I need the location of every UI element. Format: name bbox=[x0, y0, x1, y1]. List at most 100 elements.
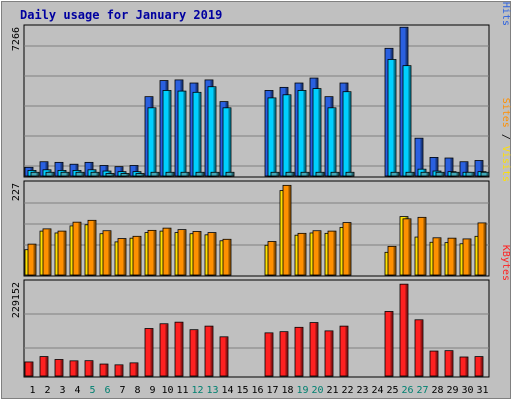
bar-kbytes-day-3 bbox=[54, 359, 64, 377]
bar-files-day-12 bbox=[192, 91, 202, 177]
panel-2: 227 Sites / Visits bbox=[11, 98, 511, 277]
bar-kbytes-day-19 bbox=[294, 326, 304, 377]
bar-sites-day-22 bbox=[342, 222, 352, 276]
bar-pages-day-4 bbox=[75, 171, 85, 177]
x-tick-label: 28 bbox=[431, 385, 443, 396]
bar-pages-day-22 bbox=[345, 171, 355, 177]
x-tick-label: 3 bbox=[59, 385, 65, 396]
bar-kbytes-day-18 bbox=[279, 331, 289, 377]
y-axis-legend: Pages / Files / Hits bbox=[500, 0, 511, 26]
x-tick-label: 10 bbox=[161, 385, 173, 396]
bar-pages-day-20 bbox=[315, 171, 325, 177]
bar-kbytes-day-22 bbox=[339, 325, 349, 377]
x-tick-label: 21 bbox=[326, 385, 338, 396]
legend-hits: Hits bbox=[500, 2, 511, 26]
x-tick-label: 19 bbox=[296, 385, 308, 396]
bar-sites-day-25 bbox=[387, 245, 397, 276]
legend-kbytes: KBytes bbox=[500, 245, 511, 281]
x-tick-label: 6 bbox=[104, 385, 110, 396]
bar-pages-day-30 bbox=[465, 171, 475, 177]
bar-files-day-11 bbox=[177, 90, 187, 177]
bar-files-day-10 bbox=[162, 90, 172, 177]
bar-pages-day-29 bbox=[450, 171, 460, 177]
legend-separator: / bbox=[500, 128, 511, 146]
bar-kbytes-day-9 bbox=[144, 328, 154, 377]
x-tick-label: 25 bbox=[386, 385, 398, 396]
plot-area bbox=[23, 279, 490, 378]
x-tick-label: 1 bbox=[29, 385, 35, 396]
bar-files-day-26 bbox=[402, 65, 412, 177]
bar-sites-day-12 bbox=[192, 231, 202, 276]
bar-sites-day-20 bbox=[312, 230, 322, 276]
bar-sites-day-2 bbox=[42, 228, 52, 276]
bar-sites-day-7 bbox=[117, 238, 127, 276]
bar-sites-day-27 bbox=[417, 216, 427, 276]
bar-kbytes-day-21 bbox=[324, 330, 334, 377]
x-tick-label: 7 bbox=[119, 385, 125, 396]
bar-sites-day-31 bbox=[477, 222, 487, 276]
bar-sites-day-3 bbox=[57, 230, 67, 276]
bar-files-day-19 bbox=[297, 90, 307, 177]
bar-pages-day-18 bbox=[285, 171, 295, 177]
bar-pages-day-10 bbox=[165, 171, 175, 177]
bar-pages-day-5 bbox=[90, 171, 100, 177]
bar-kbytes-day-27 bbox=[414, 319, 424, 377]
x-tick-label: 18 bbox=[281, 385, 293, 396]
x-tick-label: 16 bbox=[251, 385, 263, 396]
bar-kbytes-day-30 bbox=[459, 356, 469, 377]
bar-pages-day-2 bbox=[45, 171, 55, 177]
x-tick-label: 13 bbox=[206, 385, 218, 396]
bar-pages-day-12 bbox=[195, 171, 205, 177]
bar-files-day-18 bbox=[282, 94, 292, 177]
bar-sites-day-6 bbox=[102, 230, 112, 276]
x-tick-label: 11 bbox=[176, 385, 188, 396]
x-tick-label: 14 bbox=[221, 385, 233, 396]
bar-pages-day-19 bbox=[300, 171, 310, 177]
bar-pages-day-13 bbox=[210, 171, 220, 177]
bar-pages-day-9 bbox=[150, 171, 160, 177]
bar-files-day-14 bbox=[222, 107, 232, 177]
x-tick-label: 12 bbox=[191, 385, 203, 396]
panel-1: 7266 Pages / Files / Hits bbox=[11, 0, 511, 178]
bar-sites-day-11 bbox=[177, 229, 187, 276]
bar-kbytes-day-25 bbox=[384, 311, 394, 377]
x-tick-label: 23 bbox=[356, 385, 368, 396]
legend-separator: / bbox=[500, 0, 511, 2]
bar-files-day-25 bbox=[387, 59, 397, 177]
bar-kbytes-day-13 bbox=[204, 325, 214, 377]
bar-pages-day-21 bbox=[330, 171, 340, 177]
bar-pages-day-8 bbox=[135, 173, 145, 177]
bar-kbytes-day-26 bbox=[399, 283, 409, 377]
x-tick-label: 31 bbox=[476, 385, 488, 396]
x-tick-label: 22 bbox=[341, 385, 353, 396]
bar-kbytes-day-4 bbox=[69, 360, 79, 377]
x-tick-label: 4 bbox=[74, 385, 80, 396]
y-axis-legend: Sites / Visits bbox=[500, 98, 511, 182]
x-tick-label: 15 bbox=[236, 385, 248, 396]
bar-sites-day-19 bbox=[297, 232, 307, 276]
x-tick-label: 5 bbox=[89, 385, 95, 396]
bar-pages-day-1 bbox=[30, 171, 40, 177]
bar-kbytes-day-14 bbox=[219, 336, 229, 377]
bar-kbytes-day-12 bbox=[189, 329, 199, 377]
bar-pages-day-3 bbox=[60, 171, 70, 177]
panel-3: 229152 KBytes bbox=[11, 245, 511, 378]
bar-files-day-9 bbox=[147, 107, 157, 177]
chart-title: Daily usage for January 2019 bbox=[20, 8, 222, 22]
bar-sites-day-1 bbox=[27, 243, 37, 276]
bar-files-day-21 bbox=[327, 107, 337, 177]
bar-pages-day-25 bbox=[390, 171, 400, 177]
x-tick-label: 26 bbox=[401, 385, 413, 396]
bar-kbytes-day-6 bbox=[99, 363, 109, 377]
bar-sites-day-9 bbox=[147, 229, 157, 276]
bar-kbytes-day-2 bbox=[39, 356, 49, 377]
bar-kbytes-day-17 bbox=[264, 332, 274, 377]
bar-pages-day-6 bbox=[105, 173, 115, 177]
bar-sites-day-8 bbox=[132, 235, 142, 276]
bar-pages-day-7 bbox=[120, 173, 130, 177]
bar-pages-day-11 bbox=[180, 171, 190, 177]
y-max-label: 227 bbox=[11, 183, 22, 201]
bar-kbytes-day-11 bbox=[174, 321, 184, 377]
